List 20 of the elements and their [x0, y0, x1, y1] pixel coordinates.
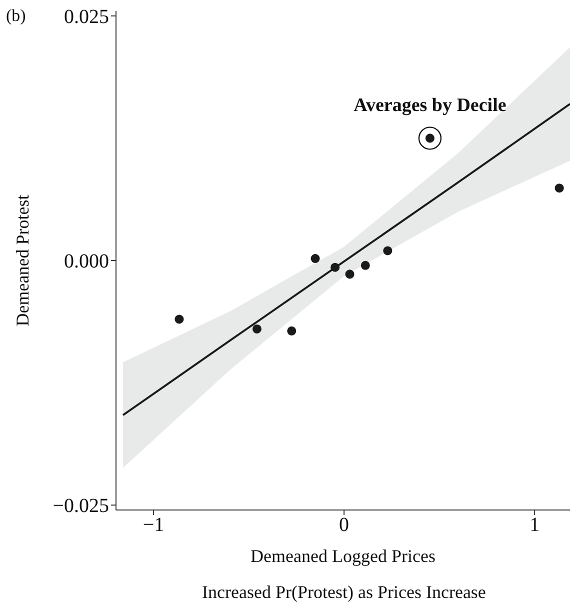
point [345, 270, 354, 279]
y-tick-label: 0.000 [64, 250, 109, 273]
point [287, 326, 296, 336]
point [174, 314, 184, 324]
x-tick-label: 1 [530, 514, 540, 536]
text: (b) [6, 6, 26, 26]
point [330, 262, 340, 272]
x-tick-label: 0 [339, 514, 350, 536]
annotation: Averages by Decile [354, 95, 506, 116]
y-tick-label: −0.025 [52, 495, 109, 518]
x-axis-title: Demeaned Logged Prices [250, 546, 436, 566]
point [383, 246, 392, 256]
text: Increased Pr(Protest) as Prices Increase [201, 582, 487, 603]
point [310, 254, 320, 264]
y-tick-label: 0.025 [64, 6, 109, 28]
point [360, 260, 370, 270]
point [554, 184, 564, 193]
x-tick-label: −1 [142, 514, 164, 536]
y-axis-title: Demeaned Protest [12, 194, 32, 326]
point [252, 324, 262, 334]
